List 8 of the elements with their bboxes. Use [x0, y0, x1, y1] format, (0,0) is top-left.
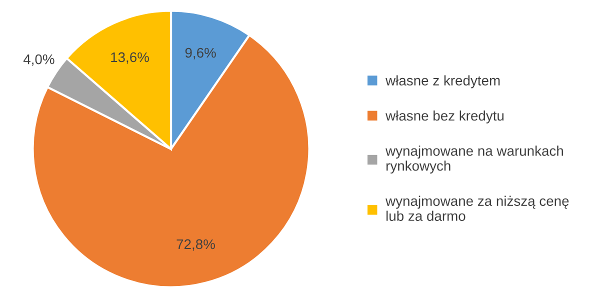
- data-label: 72,8%: [176, 239, 215, 251]
- legend-label: własne z kredytem: [386, 75, 500, 88]
- legend-label: własne bez kredytu: [386, 110, 504, 124]
- legend-label: wynajmowane za niższą cenę lub za darmo: [386, 196, 569, 221]
- data-label: 13,6%: [111, 52, 149, 64]
- legend-label: wynajmowane na warunkach rynkowych: [386, 146, 563, 174]
- data-label: 9,6%: [185, 48, 216, 60]
- data-label: 4,0%: [23, 54, 54, 66]
